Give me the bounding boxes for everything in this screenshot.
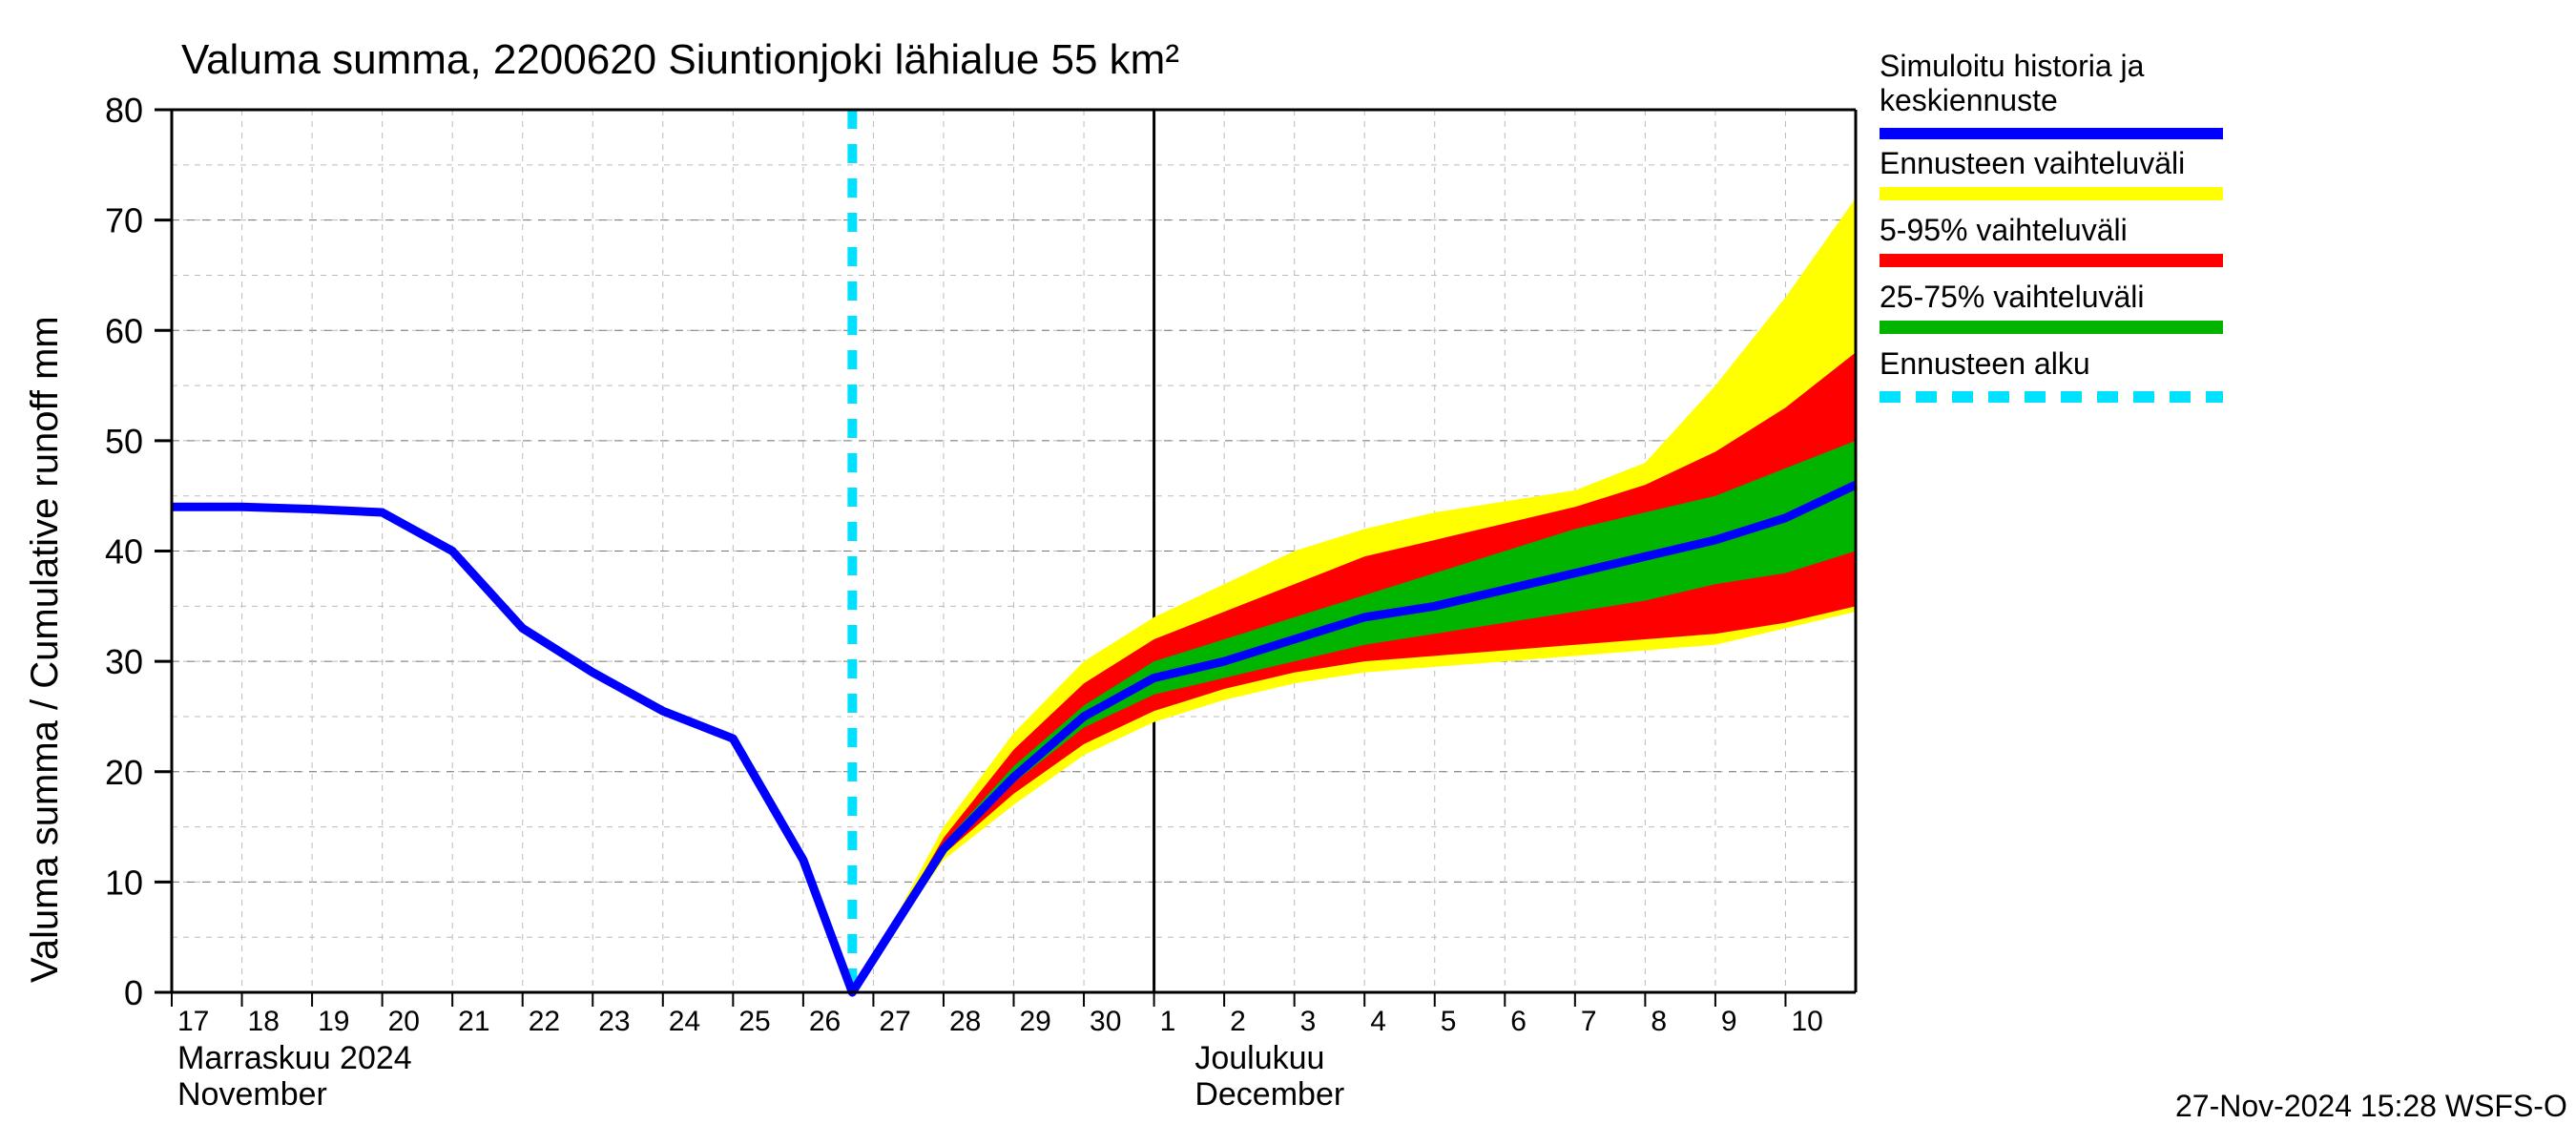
x-tick-label: 29 [1020, 1006, 1051, 1037]
footer: 27-Nov-2024 15:28 WSFS-O [2175, 1089, 2567, 1123]
x-tick-label: 3 [1300, 1006, 1317, 1037]
x-tick-label: 22 [529, 1006, 560, 1037]
x-tick-label: 24 [669, 1006, 700, 1037]
legend-label: 5-95% vaihteluväli [1880, 213, 2128, 247]
x-tick-label: 6 [1510, 1006, 1527, 1037]
month-dec-2: December [1195, 1076, 1344, 1113]
y-tick-label: 30 [105, 642, 143, 681]
y-tick-label: 80 [105, 91, 143, 130]
x-tick-label: 20 [388, 1006, 420, 1037]
x-tick-label: 21 [458, 1006, 489, 1037]
x-tick-label: 10 [1791, 1006, 1822, 1037]
y-tick-label: 60 [105, 311, 143, 350]
y-tick-label: 50 [105, 422, 143, 461]
legend-swatch [1880, 187, 2223, 200]
x-tick-label: 5 [1441, 1006, 1457, 1037]
y-tick-label: 70 [105, 201, 143, 240]
legend-label: Ennusteen alku [1880, 346, 2090, 381]
legend-label: Simuloitu historia ja [1880, 49, 2145, 83]
x-tick-label: 9 [1721, 1006, 1737, 1037]
y-axis-label: Valuma summa / Cumulative runoff mm [24, 316, 66, 983]
x-tick-label: 30 [1090, 1006, 1121, 1037]
x-tick-label: 1 [1160, 1006, 1176, 1037]
month-nov-1: Marraskuu 2024 [177, 1040, 412, 1076]
y-tick-label: 40 [105, 532, 143, 572]
legend-swatch [1880, 321, 2223, 334]
chart-container: 0102030405060708017181920212223242526272… [0, 0, 2576, 1145]
x-tick-label: 2 [1230, 1006, 1246, 1037]
x-tick-label: 8 [1651, 1006, 1667, 1037]
chart-svg: 0102030405060708017181920212223242526272… [0, 0, 2576, 1145]
x-tick-label: 18 [248, 1006, 280, 1037]
x-tick-label: 26 [809, 1006, 841, 1037]
x-tick-label: 28 [949, 1006, 981, 1037]
month-nov-2: November [177, 1076, 327, 1113]
legend-swatch [1880, 254, 2223, 267]
x-tick-label: 4 [1370, 1006, 1386, 1037]
chart-title: Valuma summa, 2200620 Siuntionjoki lähia… [181, 36, 1179, 83]
x-tick-label: 7 [1581, 1006, 1597, 1037]
x-tick-label: 17 [177, 1006, 209, 1037]
x-tick-label: 23 [598, 1006, 630, 1037]
legend-label: Ennusteen vaihteluväli [1880, 146, 2185, 180]
y-tick-label: 20 [105, 753, 143, 792]
legend-label: keskiennuste [1880, 83, 2058, 117]
x-tick-label: 25 [738, 1006, 770, 1037]
y-tick-label: 0 [124, 973, 143, 1012]
x-tick-label: 19 [318, 1006, 349, 1037]
month-dec-1: Joulukuu [1195, 1040, 1324, 1076]
legend-label: 25-75% vaihteluväli [1880, 280, 2145, 314]
y-tick-label: 10 [105, 863, 143, 902]
x-tick-label: 27 [879, 1006, 910, 1037]
